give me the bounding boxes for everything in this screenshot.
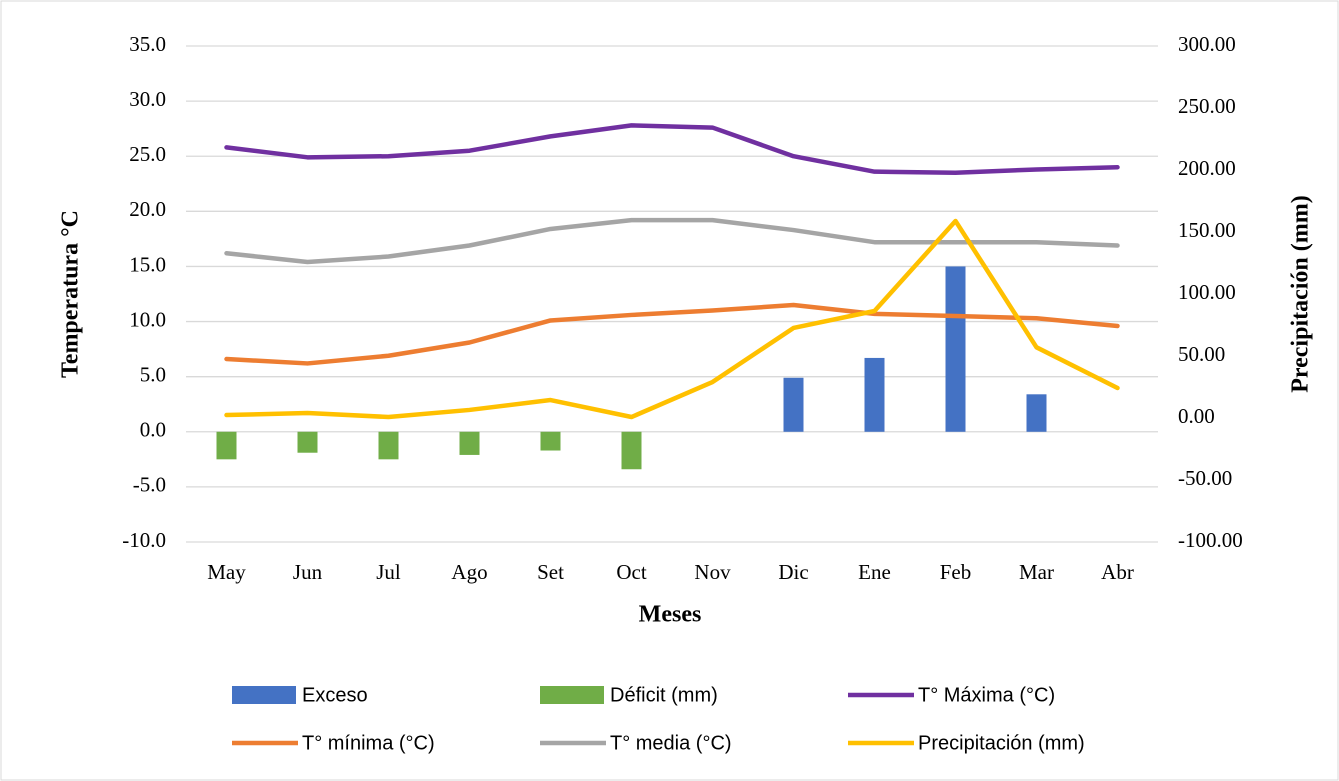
y-tick-label: 5.0 xyxy=(140,362,166,386)
legend-label: T° media (°C) xyxy=(610,732,732,754)
legend-label: Déficit (mm) xyxy=(610,684,718,706)
x-tick-label: Ago xyxy=(451,560,487,584)
bar xyxy=(945,266,966,432)
bar xyxy=(297,431,318,453)
x-tick-label: Abr xyxy=(1101,560,1134,584)
x-tick-label: Nov xyxy=(694,560,731,584)
line xyxy=(224,218,1120,420)
x-tick-label: Jun xyxy=(293,560,323,584)
x-tick-label: Jul xyxy=(376,560,401,584)
bar xyxy=(621,431,642,470)
y2-tick-label: 250.00 xyxy=(1178,94,1236,118)
bar xyxy=(783,377,804,432)
y2-tick-label: 0.00 xyxy=(1178,404,1215,428)
y2-tick-label: 50.00 xyxy=(1178,342,1225,366)
y-tick-label: 25.0 xyxy=(129,142,166,166)
bar xyxy=(378,431,399,460)
x-tick-label: Ene xyxy=(858,560,891,584)
y-tick-label: -5.0 xyxy=(133,473,166,497)
y2-tick-label: 200.00 xyxy=(1178,156,1236,180)
y2-tick-label: -50.00 xyxy=(1178,466,1232,490)
legend-swatch xyxy=(540,686,604,704)
y2-tick-label: 150.00 xyxy=(1178,218,1236,242)
bar xyxy=(864,357,885,432)
y-tick-label: 20.0 xyxy=(129,197,166,221)
y-tick-label: 30.0 xyxy=(129,87,166,111)
bar xyxy=(1026,394,1047,432)
y-tick-label: 10.0 xyxy=(129,307,166,331)
line xyxy=(224,302,1120,366)
line xyxy=(224,123,1120,176)
y2-tick-label: 300.00 xyxy=(1178,32,1236,56)
y-tick-label: 35.0 xyxy=(129,32,166,56)
y2-tick-label: 100.00 xyxy=(1178,280,1236,304)
y-axis-title: Temperatura °C xyxy=(58,210,84,378)
legend-swatch xyxy=(232,686,296,704)
legend-label: Precipitación (mm) xyxy=(918,732,1085,754)
legend-label: T° mínima (°C) xyxy=(302,732,435,754)
bar xyxy=(540,431,561,451)
y-tick-label: -10.0 xyxy=(122,528,166,552)
x-tick-label: Oct xyxy=(616,560,646,584)
x-tick-label: May xyxy=(207,560,246,584)
legend-label: Exceso xyxy=(302,684,368,706)
bar xyxy=(459,431,480,455)
y-tick-label: 15.0 xyxy=(129,252,166,276)
x-axis-title: Meses xyxy=(639,602,702,628)
y-tick-label: 0.0 xyxy=(140,418,166,442)
bar xyxy=(216,431,237,460)
x-tick-label: Feb xyxy=(940,560,972,584)
y2-axis-title: Precipitación (mm) xyxy=(1288,195,1314,393)
x-tick-label: Dic xyxy=(778,560,808,584)
y2-tick-label: -100.00 xyxy=(1178,528,1243,552)
x-tick-label: Mar xyxy=(1019,560,1054,584)
x-tick-label: Set xyxy=(537,560,564,584)
legend-label: T° Máxima (°C) xyxy=(918,684,1055,706)
